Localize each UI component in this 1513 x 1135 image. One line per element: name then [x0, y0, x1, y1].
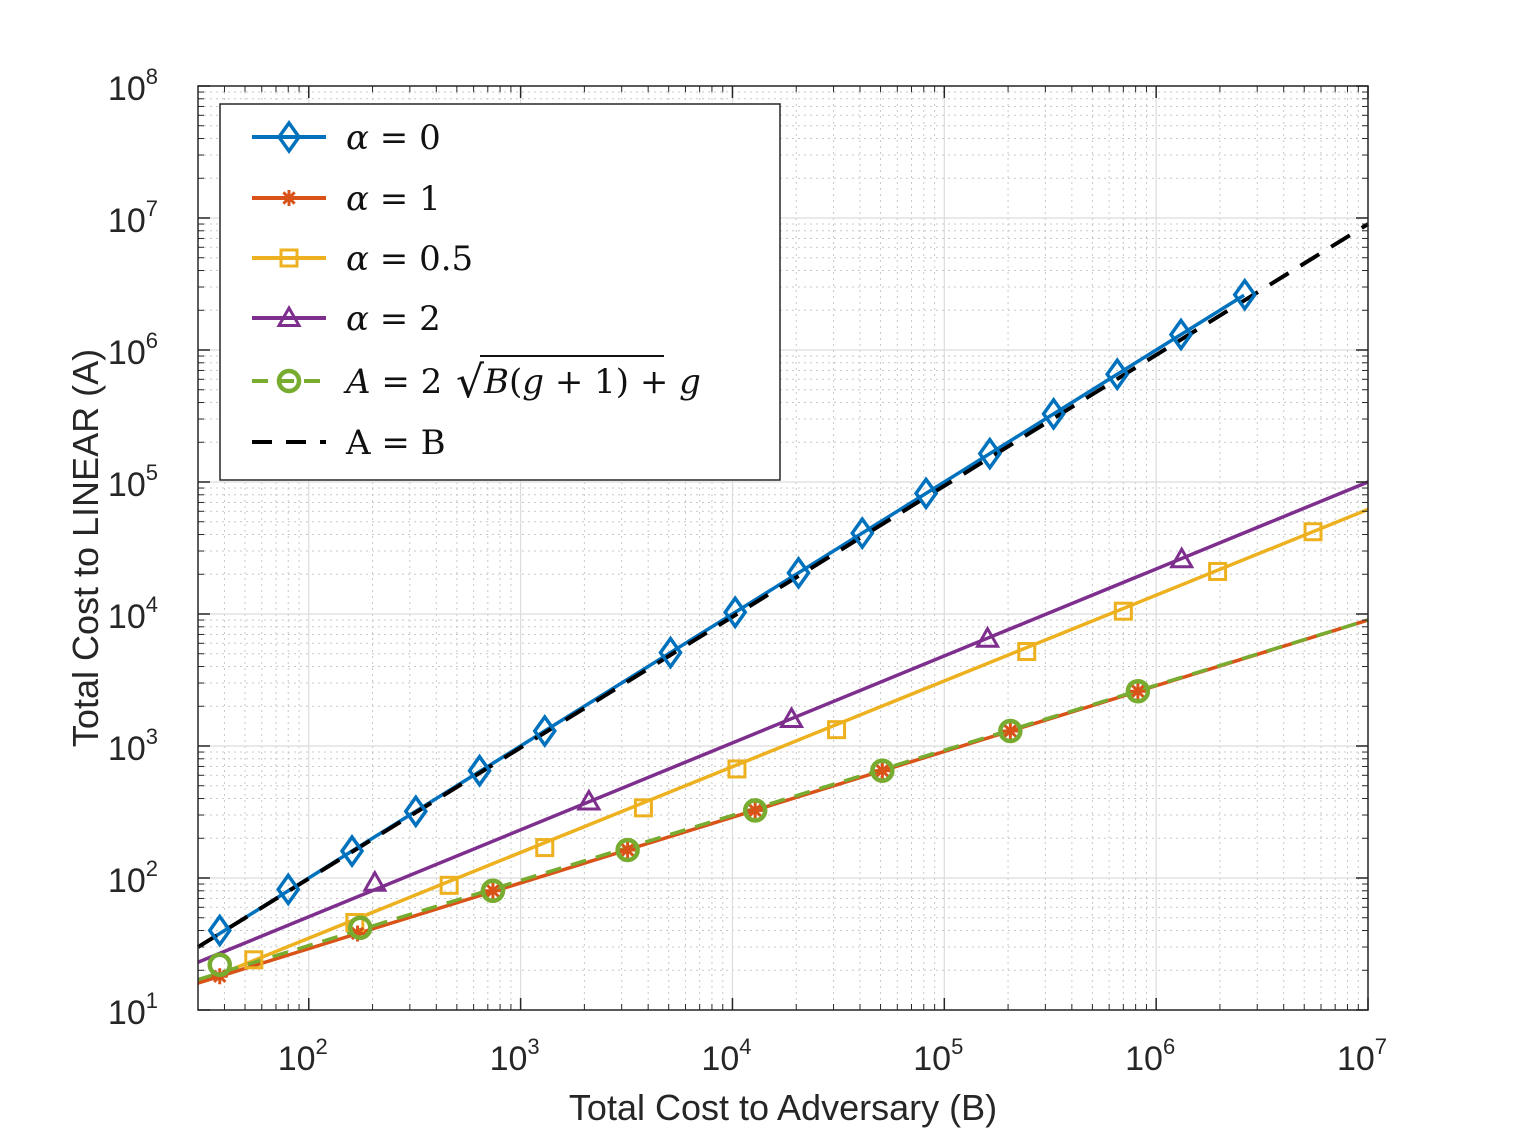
series-marker-0 — [977, 436, 1002, 471]
series-marker-2 — [1017, 641, 1037, 661]
series-marker-4 — [998, 718, 1023, 744]
series-marker-3 — [362, 869, 388, 892]
series-marker-1 — [619, 841, 636, 858]
series-marker-1 — [747, 802, 764, 819]
series-marker-3 — [576, 788, 602, 811]
series-marker-2 — [1303, 522, 1323, 542]
y-tick-label: 101 — [108, 988, 158, 1032]
series-marker-2 — [535, 838, 555, 858]
legend-sample-marker-3 — [276, 304, 302, 327]
legend-sample-marker-4 — [276, 368, 302, 394]
x-tick-label: 106 — [1125, 1034, 1175, 1078]
legend-box — [219, 103, 781, 481]
series-marker-4 — [480, 878, 506, 904]
series-marker-3 — [1169, 546, 1195, 569]
y-tick-label: 107 — [108, 196, 158, 240]
series-marker-1 — [874, 762, 891, 779]
series-marker-0 — [339, 834, 365, 869]
series-line-2 — [197, 507, 1369, 985]
series-marker-3 — [778, 706, 805, 729]
y-axis-title: Total Cost to LINEAR (A) — [65, 349, 106, 747]
series-marker-0 — [403, 794, 428, 829]
series-marker-0 — [1168, 317, 1194, 352]
series-marker-0 — [658, 635, 683, 670]
series-marker-0 — [1232, 277, 1257, 312]
y-tick-label: 108 — [108, 64, 158, 108]
legend-label-alpha-0-5: α = 0.5 — [346, 239, 473, 279]
plot-frame — [197, 85, 1369, 1011]
series-marker-0 — [1041, 396, 1066, 431]
x-tick-label: 105 — [913, 1034, 963, 1078]
legend-label-alpha-2: α = 2 — [346, 299, 441, 339]
series-marker-2 — [633, 798, 653, 818]
y-tick-label: 106 — [108, 328, 158, 372]
y-tick-label: 105 — [108, 460, 158, 504]
legend-sample-marker-2 — [279, 248, 299, 268]
legend: α = 0 α = 1 α = 0.5 α = 2 A = 2 √ B(g + … — [219, 103, 781, 481]
x-tick-label: 104 — [701, 1034, 751, 1078]
series-marker-2 — [1113, 601, 1133, 621]
series-marker-0 — [723, 595, 748, 630]
x-tick-label: 103 — [490, 1034, 540, 1078]
x-tick-labels: 102 103 104 105 106 107 — [278, 1034, 1387, 1078]
x-tick-label: 102 — [278, 1034, 328, 1078]
y-tick-label: 104 — [108, 592, 158, 636]
series-marker-0 — [207, 913, 232, 948]
series-marker-2 — [244, 950, 264, 970]
series-line-0 — [197, 293, 1245, 949]
x-tick-label: 107 — [1337, 1034, 1387, 1078]
legend-label-alpha-1: α = 1 — [346, 179, 441, 219]
legend-sample-marker-1 — [281, 190, 297, 206]
series-marker-0 — [467, 753, 492, 788]
series-marker-1 — [1002, 722, 1019, 739]
svg-text:A = 2: A = 2 — [343, 362, 442, 402]
series-marker-4 — [870, 758, 895, 783]
y-tick-labels: 101 102 103 104 105 106 107 108 — [108, 64, 158, 1032]
series-marker-3 — [974, 625, 1001, 648]
series-marker-0 — [850, 516, 875, 551]
series-marker-2 — [727, 759, 747, 779]
x-axis-title: Total Cost to Adversary (B) — [569, 1087, 997, 1128]
series-line-5 — [196, 222, 1370, 949]
legend-label-formula: A = 2 √ B(g + 1) + g — [343, 355, 701, 408]
y-tick-label: 102 — [108, 856, 158, 900]
legend-sample-marker-0 — [276, 119, 302, 155]
series-marker-2 — [827, 720, 847, 740]
series-marker-4 — [615, 837, 640, 863]
series-marker-4 — [1125, 678, 1151, 704]
sqrt-sign: √ — [456, 357, 485, 408]
legend-label-alpha-0: α = 0 — [346, 118, 441, 158]
series-marker-0 — [786, 555, 811, 590]
series-marker-2 — [439, 875, 459, 895]
series-marker-2 — [1208, 561, 1228, 581]
series-markers — [207, 277, 1323, 985]
series-line-4 — [197, 618, 1369, 982]
series-marker-4 — [348, 915, 373, 940]
series-marker-0 — [1105, 357, 1130, 392]
svg-text:B(g + 1) + g: B(g + 1) + g — [483, 362, 701, 402]
series-marker-1 — [484, 882, 501, 899]
series-lines — [196, 222, 1370, 985]
y-tick-label: 103 — [108, 724, 158, 768]
legend-label-a-equals-b: A = B — [345, 423, 446, 463]
series-marker-4 — [207, 952, 232, 978]
series-marker-0 — [532, 713, 557, 748]
series-marker-4 — [742, 798, 768, 823]
legend-samples — [252, 119, 326, 444]
series-marker-1 — [1129, 683, 1146, 700]
axis-ticks — [197, 85, 1369, 1011]
series-marker-0 — [276, 872, 301, 907]
series-marker-0 — [913, 476, 939, 511]
minor-grid — [197, 86, 1368, 1010]
series-marker-1 — [349, 925, 366, 942]
